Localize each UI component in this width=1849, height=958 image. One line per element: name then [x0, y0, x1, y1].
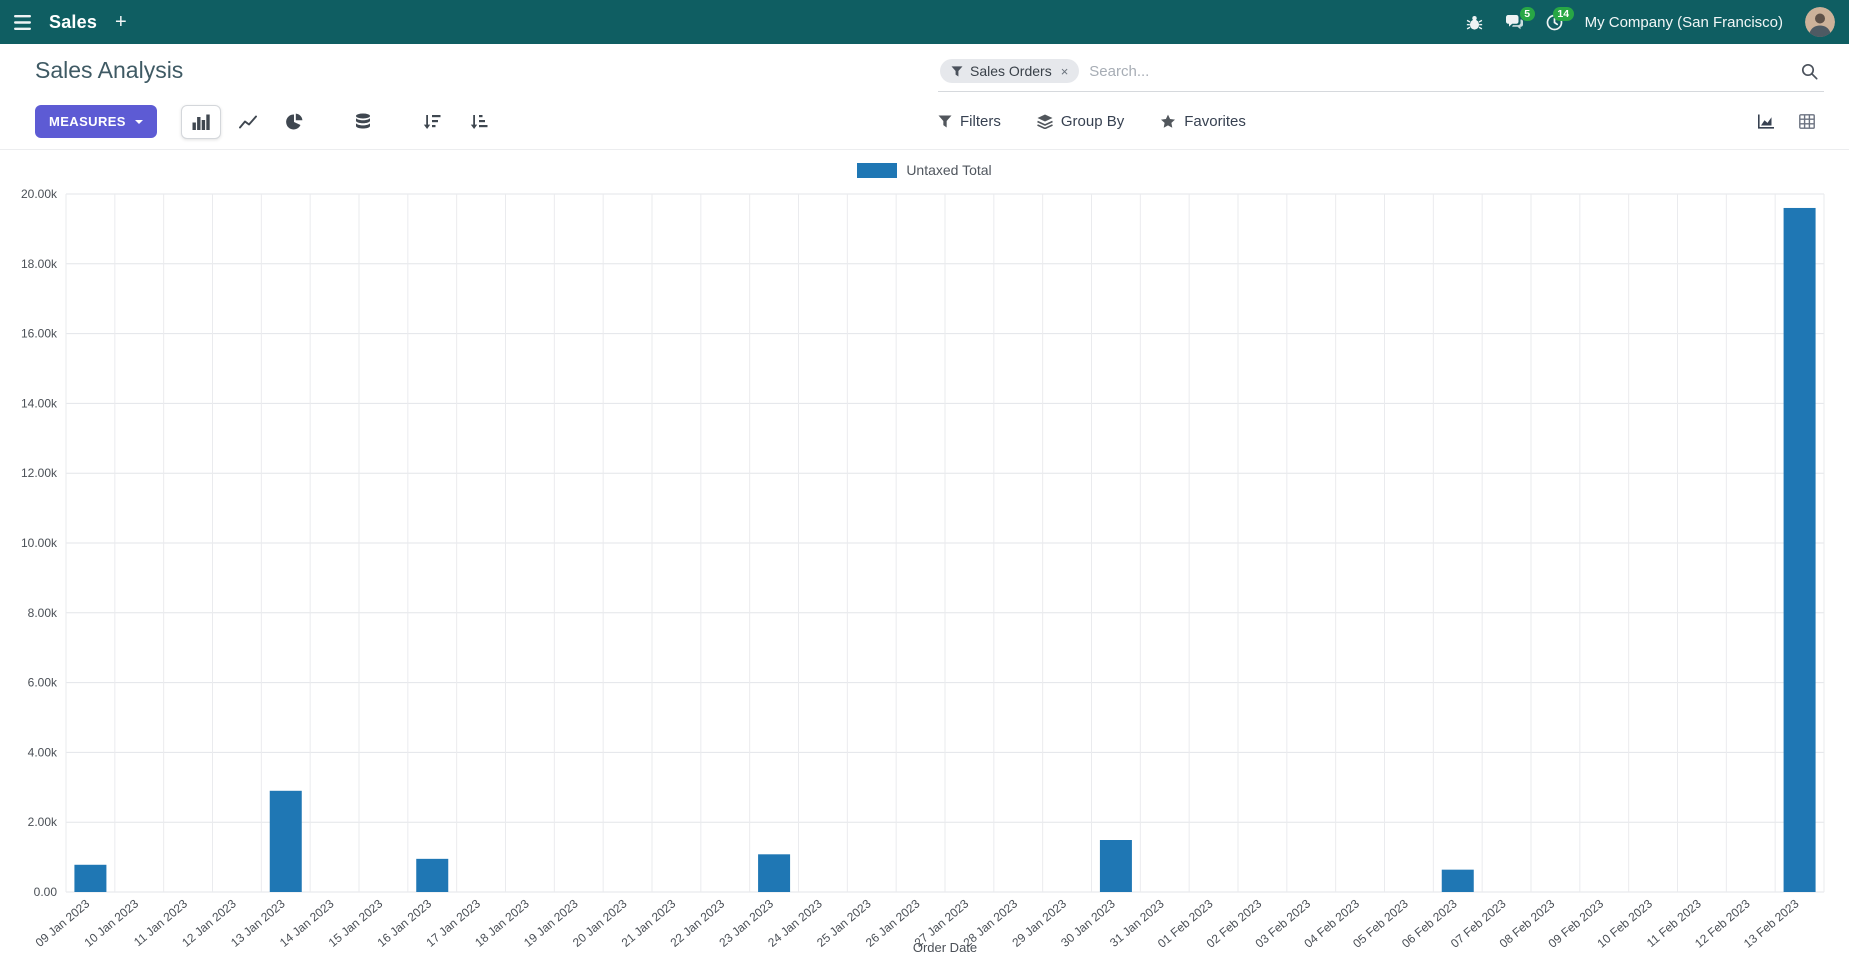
search-options-row: Filters Group By Favorit [938, 107, 1824, 137]
svg-text:14.00k: 14.00k [21, 396, 58, 410]
app-name[interactable]: Sales [49, 11, 98, 32]
favorites-menu[interactable]: Favorites [1160, 113, 1246, 130]
star-icon [1160, 114, 1176, 129]
bar-chart-button[interactable] [180, 104, 221, 139]
svg-text:4.00k: 4.00k [28, 745, 58, 759]
chart-type-buttons [180, 104, 499, 139]
group-by-menu[interactable]: Group By [1037, 113, 1124, 130]
navbar-right: 5 14 My Company (San Francisco) [1466, 6, 1835, 37]
filters-menu-label: Filters [960, 113, 1001, 130]
layers-icon [1037, 114, 1053, 129]
svg-text:10 Jan 2023: 10 Jan 2023 [82, 896, 142, 949]
view-switchers [1748, 107, 1824, 137]
search-input[interactable] [1089, 62, 1791, 80]
svg-text:Order Date: Order Date [913, 940, 977, 955]
svg-text:12.00k: 12.00k [21, 466, 58, 480]
pivot-view-button[interactable] [1790, 107, 1824, 137]
svg-text:10.00k: 10.00k [21, 536, 58, 550]
messages-count-badge: 5 [1519, 6, 1535, 21]
measures-button[interactable]: MEASURES [35, 105, 157, 138]
svg-text:18.00k: 18.00k [21, 257, 58, 271]
graph-view-button[interactable] [1748, 107, 1784, 137]
filter-funnel-icon [938, 115, 952, 128]
filters-menu[interactable]: Filters [938, 113, 1001, 130]
chart-legend: Untaxed Total [0, 160, 1849, 180]
line-chart-button[interactable] [228, 105, 268, 139]
debug-bug-icon[interactable] [1466, 14, 1483, 31]
measures-button-label: MEASURES [49, 114, 126, 129]
new-tab-plus-icon[interactable]: + [115, 10, 127, 33]
sort-descending-button[interactable] [412, 105, 452, 139]
svg-text:2.00k: 2.00k [28, 815, 58, 829]
legend-label: Untaxed Total [906, 162, 992, 178]
search-icon[interactable] [1801, 63, 1818, 80]
activities-clock-icon[interactable]: 14 [1546, 6, 1574, 31]
svg-text:6.00k: 6.00k [28, 676, 58, 690]
svg-text:20.00k: 20.00k [21, 187, 58, 201]
chevron-down-icon [134, 120, 143, 128]
user-avatar[interactable] [1805, 7, 1835, 37]
svg-text:8.00k: 8.00k [28, 606, 58, 620]
search-facet-sales-orders[interactable]: Sales Orders × [940, 59, 1080, 83]
control-panel: Sales Analysis Sales Orders × MEASURES [0, 44, 1849, 150]
apps-menu-icon[interactable] [14, 14, 31, 30]
top-navbar: Sales + 5 14 [0, 0, 1849, 44]
sort-ascending-button[interactable] [459, 105, 499, 139]
control-panel-top: Sales Analysis Sales Orders × [35, 57, 1824, 92]
favorites-menu-label: Favorites [1184, 113, 1246, 130]
pie-chart-button[interactable] [275, 104, 314, 139]
svg-text:0.00: 0.00 [34, 885, 58, 899]
stacked-toggle-button[interactable] [344, 104, 382, 139]
legend-swatch [857, 162, 898, 178]
search-bar[interactable]: Sales Orders × [938, 57, 1824, 92]
messages-icon[interactable]: 5 [1505, 6, 1535, 31]
filter-funnel-icon [951, 65, 963, 77]
page-title: Sales Analysis [35, 57, 184, 83]
facet-remove-icon[interactable]: × [1060, 63, 1069, 79]
chart-area: Untaxed Total 0.00 2.00k 4.00k 6.00k 8.00k 10… [0, 150, 1849, 958]
search-facet-label: Sales Orders [970, 63, 1052, 79]
group-by-menu-label: Group By [1060, 113, 1125, 130]
navbar-left: Sales + [14, 11, 127, 34]
company-switcher[interactable]: My Company (San Francisco) [1584, 13, 1783, 31]
sales-bar-chart[interactable]: 0.00 2.00k 4.00k 6.00k 8.00k 10.00k 12.00k 14.0… [0, 180, 1849, 958]
control-panel-bottom: MEASURES [35, 104, 1824, 139]
activities-count-badge: 14 [1552, 6, 1574, 21]
svg-text:16.00k: 16.00k [21, 327, 58, 341]
